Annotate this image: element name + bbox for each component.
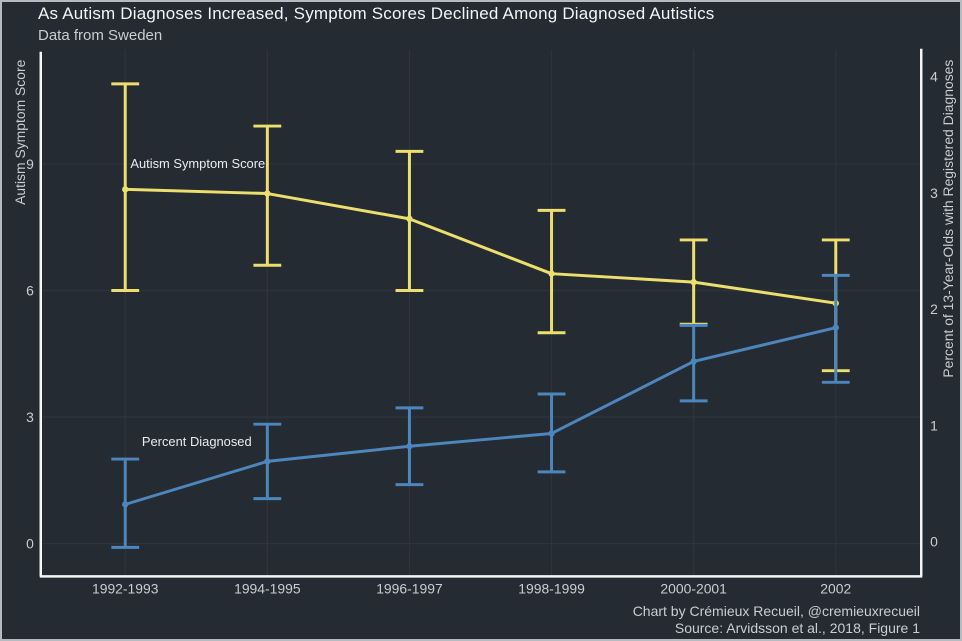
chart-caption: Chart by Crémieux Recueil, @cremieuxrecu… xyxy=(633,603,920,637)
chart-title: As Autism Diagnoses Increased, Symptom S… xyxy=(38,4,715,23)
category-label: 1996-1997 xyxy=(376,580,443,596)
autism-symptom-score-data-point xyxy=(690,278,697,286)
autism-symptom-score-data-point xyxy=(264,190,271,197)
percent-diagnosed-line xyxy=(124,326,837,506)
percent-diagnosed-data-point xyxy=(264,458,271,465)
diagnosed-series-label: Percent Diagnosed xyxy=(142,434,252,449)
percent-diagnosed-data-point xyxy=(122,501,129,508)
credit-line: Chart by Crémieux Recueil, @cremieuxrecu… xyxy=(632,603,920,619)
plot-layer: 0 3 6 9 0 1 2 3 4 1992-1993 1994-1995 1996-1997 1998… xyxy=(26,48,938,596)
right-tick-label: 1 xyxy=(930,417,938,433)
right-tick-label: 3 xyxy=(930,185,938,201)
right-tick-label: 0 xyxy=(930,534,938,550)
right-tick-label: 2 xyxy=(930,301,938,317)
source-line: Source: Arvidsson et al., 2018, Figure 1 xyxy=(674,620,920,636)
category-label: 1994-1995 xyxy=(234,580,301,596)
right-axis-title: Percent of 13-Year-Olds with Registered … xyxy=(940,60,956,378)
percent-diagnosed-data-point xyxy=(832,324,839,331)
chart-subtitle: Data from Sweden xyxy=(38,27,163,44)
left-tick-label: 0 xyxy=(26,536,34,552)
autism-symptom-score-data-point xyxy=(406,215,413,223)
autism-symptom-score-line xyxy=(125,187,836,305)
category-label: 2002 xyxy=(820,580,851,596)
symptom-series-label: Autism Symptom Score xyxy=(130,156,265,171)
percent-diagnosed-data-point xyxy=(690,358,697,365)
right-tick-label: 4 xyxy=(930,69,938,85)
percent-diagnosed-data-point xyxy=(406,443,413,450)
category-label: 1998-1999 xyxy=(518,580,585,596)
autism-symptom-score-data-point xyxy=(122,186,129,193)
left-tick-label: 3 xyxy=(26,409,34,425)
percent-diagnosed-data-point xyxy=(548,430,555,437)
autism-symptom-score-data-point xyxy=(548,270,555,277)
left-axis-title: Autism Symptom Score xyxy=(12,59,28,205)
category-label: 1992-1993 xyxy=(92,580,159,596)
left-tick-label: 6 xyxy=(26,283,34,299)
left-tick-label: 9 xyxy=(26,156,34,172)
category-label: 2000-2001 xyxy=(660,580,727,596)
